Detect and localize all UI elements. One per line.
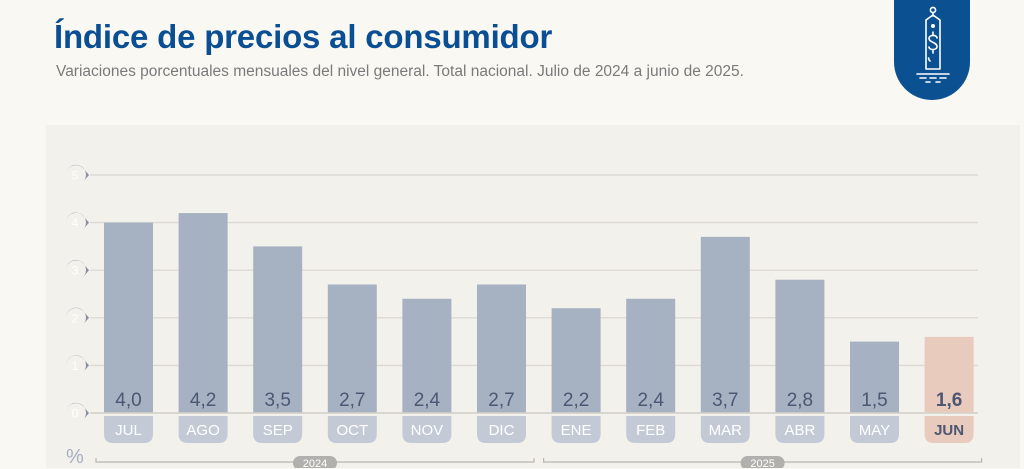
bar-chart: 0 1 2 3 4 5 JUL 4,0 AGO 4,2 SEP 3,5 OCT 2,7 NOV 2,4 DIC 2… bbox=[65, 164, 983, 468]
value-label-jun: 1,6 bbox=[936, 390, 962, 411]
value-label-ago: 4,2 bbox=[190, 390, 216, 411]
value-label-nov: 2,4 bbox=[414, 390, 441, 411]
y-tick-label-3: 3 bbox=[72, 264, 79, 278]
bar-may bbox=[850, 341, 899, 413]
value-label-oct: 2,7 bbox=[339, 390, 365, 411]
value-label-may: 1,5 bbox=[861, 390, 887, 411]
value-label-dic: 2,7 bbox=[488, 390, 514, 411]
page-title: Índice de precios al consumidor bbox=[54, 18, 553, 55]
month-label-sep: SEP bbox=[263, 422, 293, 439]
value-label-abr: 2,8 bbox=[787, 390, 813, 411]
y-tick-label-0: 0 bbox=[72, 407, 79, 421]
bar-jun bbox=[924, 336, 974, 413]
month-label-ene: ENE bbox=[561, 422, 592, 439]
month-pill-jul bbox=[104, 416, 153, 443]
bar-nov bbox=[402, 298, 452, 413]
month-label-jun: JUN bbox=[934, 422, 964, 439]
bar-feb bbox=[626, 298, 676, 413]
bar-sep bbox=[253, 246, 303, 413]
y-axis-unit-label: % bbox=[66, 446, 84, 468]
bar-jul bbox=[104, 222, 153, 413]
page-subtitle: Variaciones porcentuales mensuales del n… bbox=[56, 63, 744, 80]
value-label-feb: 2,4 bbox=[637, 390, 664, 411]
month-pill-abr bbox=[775, 416, 825, 443]
month-label-oct: OCT bbox=[336, 422, 368, 439]
value-label-ene: 2,2 bbox=[563, 390, 589, 411]
year-label-2024: 2024 bbox=[303, 458, 327, 468]
month-pill-feb bbox=[626, 416, 676, 443]
y-tick-label-1: 1 bbox=[72, 359, 79, 373]
bar-dic bbox=[477, 284, 526, 413]
price-tag-badge bbox=[894, 0, 970, 100]
month-pill-mar bbox=[700, 416, 750, 443]
month-pill-dic bbox=[477, 416, 526, 443]
month-pill-sep bbox=[253, 416, 303, 443]
month-pill-may bbox=[850, 416, 899, 443]
month-pill-jun bbox=[924, 416, 974, 443]
y-tick-label-4: 4 bbox=[72, 216, 79, 230]
value-label-sep: 3,5 bbox=[264, 390, 290, 411]
bar-oct bbox=[327, 284, 377, 413]
month-label-feb: FEB bbox=[636, 422, 665, 439]
year-pill-2025 bbox=[740, 456, 785, 468]
month-pill-nov bbox=[402, 416, 452, 443]
y-tick-label-5: 5 bbox=[72, 169, 79, 183]
month-label-dic: DIC bbox=[489, 422, 515, 439]
price-tag-dollar-icon bbox=[916, 6, 950, 83]
year-pill-2024 bbox=[293, 456, 337, 468]
value-label-jul: 4,0 bbox=[115, 390, 141, 411]
bar-ene bbox=[551, 308, 601, 413]
month-label-jul: JUL bbox=[115, 422, 142, 439]
bar-abr bbox=[775, 279, 825, 413]
month-label-abr: ABR bbox=[784, 422, 815, 439]
y-tick-label-2: 2 bbox=[72, 311, 79, 325]
month-pill-oct bbox=[327, 416, 377, 443]
year-label-2025: 2025 bbox=[750, 458, 774, 468]
chart-panel: 0 1 2 3 4 5 JUL 4,0 AGO 4,2 SEP 3,5 OCT 2,7 NOV 2,4 DIC 2… bbox=[46, 125, 1020, 468]
month-pill-ago bbox=[178, 416, 228, 443]
month-label-mar: MAR bbox=[709, 422, 743, 439]
month-label-nov: NOV bbox=[411, 422, 444, 439]
bar-ago bbox=[178, 213, 228, 413]
bar-mar bbox=[700, 236, 750, 413]
month-label-may: MAY bbox=[859, 422, 890, 439]
value-label-mar: 3,7 bbox=[712, 390, 738, 411]
month-pill-ene bbox=[551, 416, 601, 443]
month-label-ago: AGO bbox=[186, 422, 219, 439]
